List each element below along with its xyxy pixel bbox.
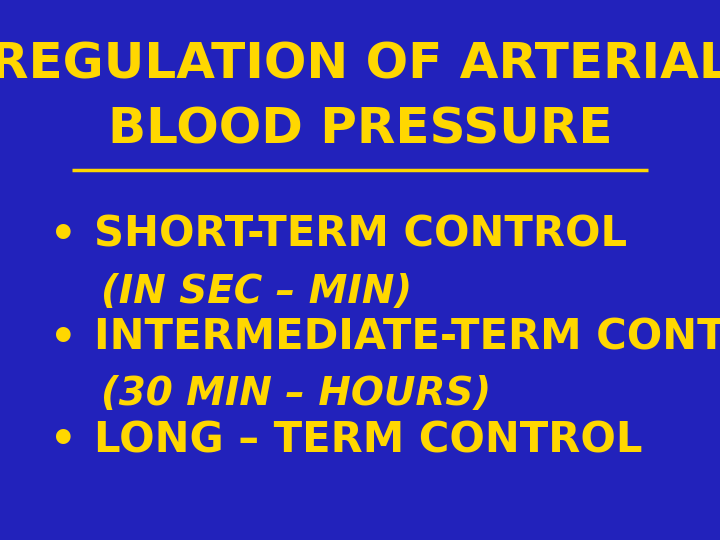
Text: •: • (50, 316, 77, 359)
Text: LONG – TERM CONTROL: LONG – TERM CONTROL (94, 419, 642, 461)
Text: •: • (50, 419, 77, 461)
Text: SHORT-TERM CONTROL: SHORT-TERM CONTROL (94, 214, 626, 256)
Text: BLOOD PRESSURE: BLOOD PRESSURE (108, 106, 612, 153)
Text: •: • (50, 214, 77, 256)
Text: INTERMEDIATE-TERM CONTROL: INTERMEDIATE-TERM CONTROL (94, 316, 720, 359)
Text: (30 MIN – HOURS): (30 MIN – HOURS) (101, 375, 491, 413)
Text: (IN SEC – MIN): (IN SEC – MIN) (101, 273, 412, 310)
Text: REGULATION OF ARTERIAL: REGULATION OF ARTERIAL (0, 41, 720, 89)
